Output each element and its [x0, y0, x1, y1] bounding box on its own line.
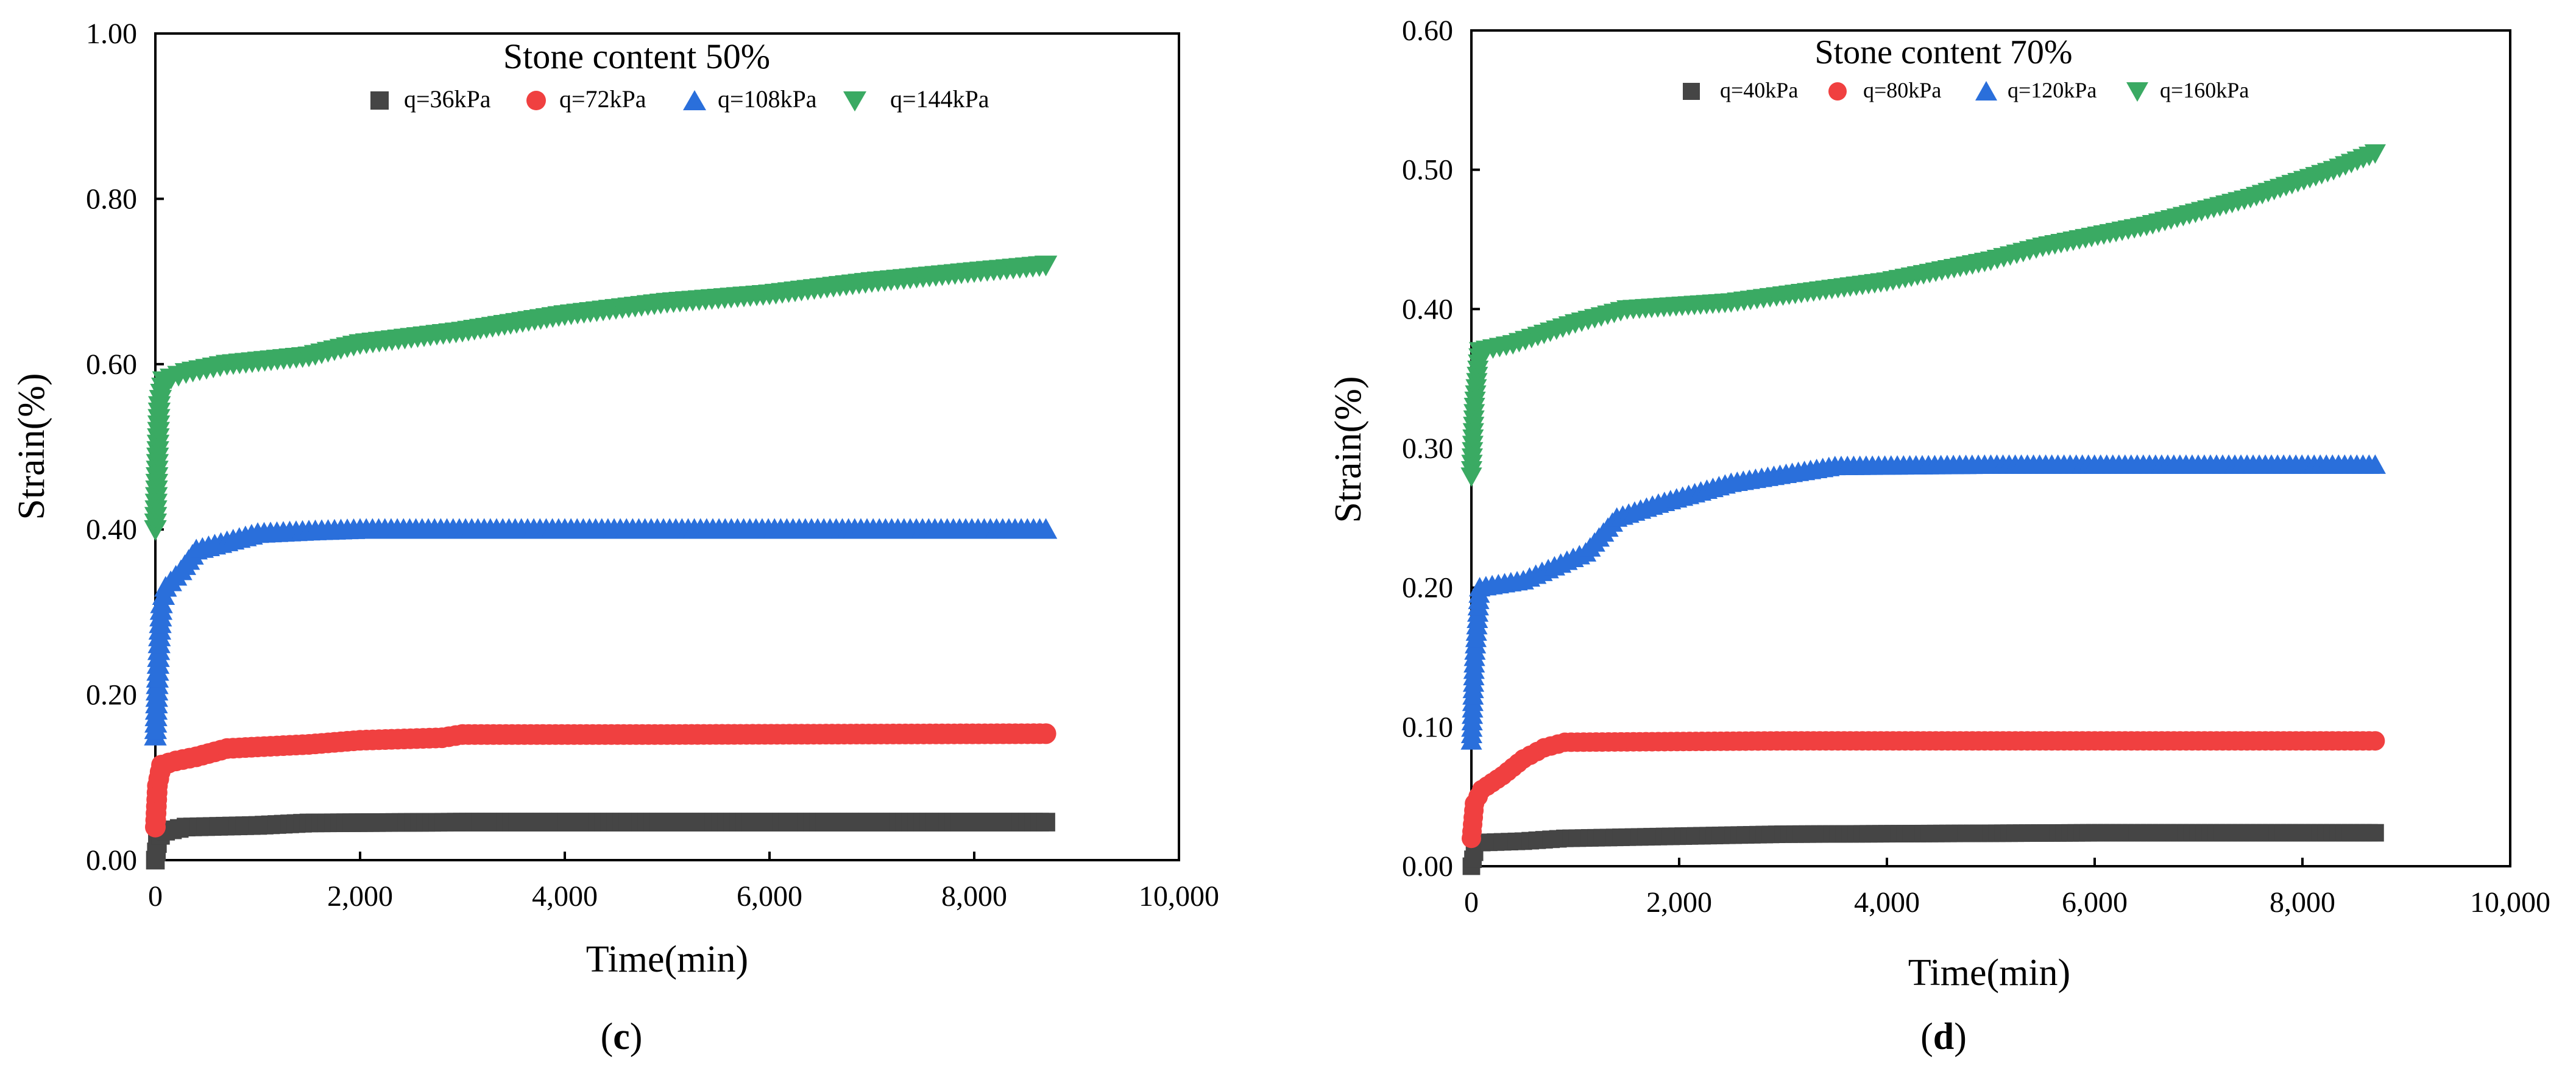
legend-label: q=144kPa	[890, 85, 989, 113]
chart-title: Stone content 50%	[503, 37, 770, 76]
legend-marker-square	[1683, 83, 1700, 100]
legend-item: q=40kPa	[1683, 78, 1798, 102]
x-tick-label: 10,000	[1139, 880, 1219, 913]
y-tick-label: 1.00	[86, 18, 137, 50]
legend-label: q=36kPa	[404, 85, 491, 113]
x-tick-label: 8,000	[2270, 886, 2335, 919]
x-tick-label: 0	[148, 880, 163, 913]
x-tick-label: 8,000	[941, 880, 1007, 913]
data-point	[2365, 731, 2385, 751]
data-marks	[1460, 144, 2386, 875]
x-tick-label: 4,000	[1854, 886, 1920, 919]
data-point	[1034, 518, 1058, 539]
x-tick-label: 6,000	[737, 880, 802, 913]
y-ticks: 0.00 0.20 0.40 0.60 0.80 1.00	[86, 18, 164, 877]
legend-item: q=160kPa	[2126, 78, 2249, 102]
x-axis-label: Time(min)	[586, 939, 748, 980]
series-q=144kPa	[144, 255, 1058, 541]
x-tick-label: 6,000	[2062, 886, 2128, 919]
legend-marker-triangle-down	[2126, 82, 2148, 102]
legend-item: q=108kPa	[683, 85, 817, 113]
chart-panel-d: Stone content 70% q=40kPa q=80kPa q=120k…	[1328, 15, 2550, 1058]
x-ticks: 0 2,000 4,000 6,000 8,000 10,000	[1464, 858, 2550, 919]
y-tick-label: 0.50	[1402, 154, 1453, 186]
legend-marker-circle	[1828, 82, 1847, 101]
legend-marker-square	[370, 91, 389, 110]
y-tick-label: 0.60	[86, 348, 137, 381]
panel-letter: d	[1933, 1016, 1954, 1058]
data-marks	[144, 255, 1058, 870]
y-tick-label: 0.30	[1402, 433, 1453, 465]
legend-label: q=40kPa	[1720, 78, 1798, 102]
x-tick-label: 0	[1464, 886, 1479, 919]
legend-label: q=160kPa	[2160, 78, 2249, 102]
series-q=120kPa	[1460, 454, 2386, 750]
legend-item: q=36kPa	[370, 85, 491, 113]
y-tick-label: 0.40	[86, 514, 137, 546]
series-q=80kPa	[1462, 731, 2385, 849]
chart-title: Stone content 70%	[1814, 34, 2072, 71]
y-ticks: 0.00 0.10 0.20 0.30 0.40 0.50 0.60	[1402, 15, 1480, 883]
data-point	[1036, 813, 1055, 832]
y-axis-label: Strain(%)	[1328, 376, 1369, 523]
y-tick-label: 0.00	[86, 844, 137, 877]
legend-label: q=108kPa	[718, 85, 817, 113]
legend-marker-circle	[526, 91, 546, 110]
data-point	[2364, 144, 2386, 164]
legend-item: q=80kPa	[1828, 78, 1941, 102]
y-tick-label: 0.00	[1402, 850, 1453, 883]
x-ticks: 0 2,000 4,000 6,000 8,000 10,000	[148, 852, 1219, 913]
legend-label: q=72kPa	[559, 85, 646, 113]
series-q=36kPa	[146, 813, 1055, 870]
series-q=160kPa	[1460, 144, 2386, 487]
y-tick-label: 0.20	[86, 679, 137, 712]
x-tick-label: 2,000	[1646, 886, 1712, 919]
x-tick-label: 4,000	[532, 880, 598, 913]
legend-marker-triangle-down	[843, 91, 866, 111]
x-tick-label: 2,000	[327, 880, 393, 913]
series-q=108kPa	[144, 518, 1058, 746]
series-q=72kPa	[145, 723, 1056, 838]
data-point	[1035, 723, 1056, 744]
legend-label: q=120kPa	[2008, 78, 2097, 102]
chart-panel-c: Stone content 50% q=36kPa q=72kPa q=108k…	[11, 18, 1219, 1058]
legend: q=40kPa q=80kPa q=120kPa q=160kPa	[1683, 78, 2249, 102]
legend-item: q=120kPa	[1975, 78, 2097, 102]
legend-item: q=72kPa	[526, 85, 646, 113]
legend: q=36kPa q=72kPa q=108kPa q=144kPa	[370, 85, 989, 113]
series-q=40kPa	[1462, 824, 2384, 875]
x-axis-label: Time(min)	[1908, 952, 2070, 994]
legend-label: q=80kPa	[1863, 78, 1941, 102]
legend-marker-triangle-up	[1975, 81, 1997, 101]
data-point	[2364, 454, 2386, 474]
legend-item: q=144kPa	[843, 85, 989, 113]
y-tick-label: 0.60	[1402, 15, 1453, 47]
y-tick-label: 0.10	[1402, 711, 1453, 743]
y-tick-label: 0.20	[1402, 572, 1453, 604]
panel-letter: c	[613, 1016, 630, 1058]
panel-label: (d)	[1920, 1016, 1967, 1058]
x-tick-label: 10,000	[2470, 886, 2550, 919]
legend-marker-triangle-up	[683, 90, 706, 110]
data-point	[2366, 824, 2384, 842]
panel-label: (c)	[601, 1016, 643, 1058]
y-tick-label: 0.80	[86, 183, 137, 215]
y-axis-label: Strain(%)	[11, 373, 52, 520]
y-tick-label: 0.40	[1402, 293, 1453, 325]
data-point	[1034, 255, 1058, 277]
